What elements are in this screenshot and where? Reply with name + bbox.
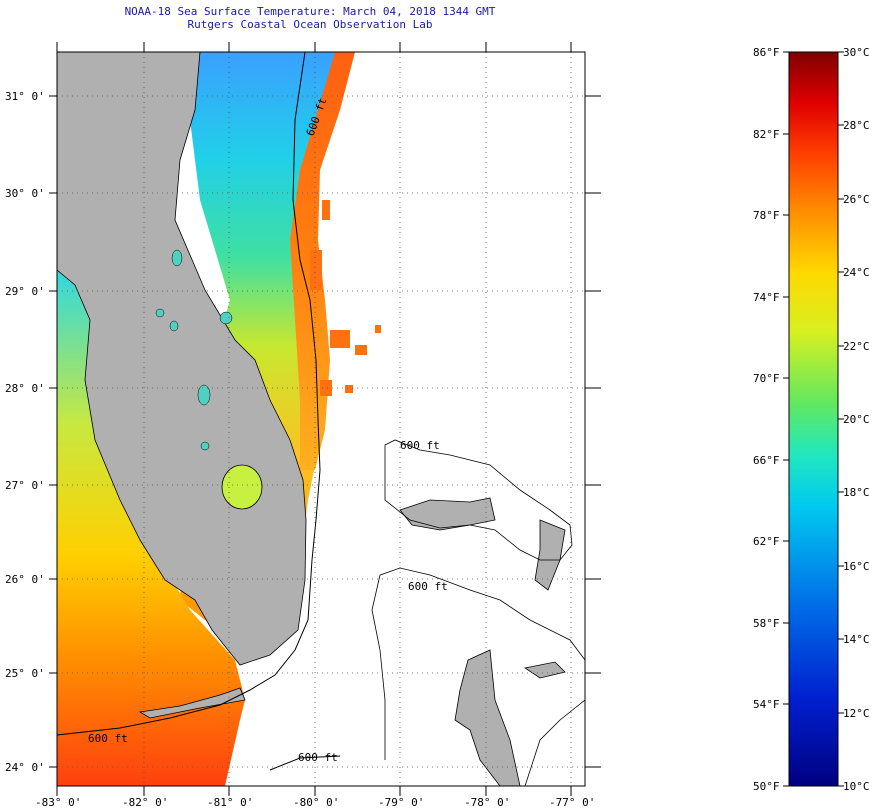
fahrenheit-labels: 86°F 82°F 78°F 74°F 70°F 66°F 62°F 58°F … [753, 46, 780, 793]
little-bahama-bank [384, 439, 573, 561]
lat-label: 28° 0' [5, 382, 45, 395]
lon-label: -81° 0' [207, 796, 253, 809]
lat-label: 26° 0' [5, 573, 45, 586]
map-panel: 600 ft 600 ft 600 ft 600 ft 600 ft [57, 52, 585, 786]
inland-lakes [155, 249, 233, 451]
fahrenheit-label: 66°F [753, 454, 780, 467]
gulf-sst-field [57, 270, 245, 786]
celsius-label: 10°C [843, 780, 870, 793]
map-frame [56, 51, 586, 787]
lat-label: 27° 0' [5, 479, 45, 492]
lat-label: 30° 0' [5, 187, 45, 200]
map-title: NOAA-18 Sea Surface Temperature: March 0… [124, 5, 496, 18]
celsius-label: 22°C [843, 340, 870, 353]
lon-label: -80° 0' [293, 796, 339, 809]
florida-land [57, 52, 307, 666]
celsius-label: 24°C [843, 266, 870, 279]
latitude-labels: 31° 0' 30° 0' 29° 0' 28° 0' 27° 0' 26° 0… [5, 90, 45, 774]
contour-label-2: 600 ft [408, 580, 448, 593]
contour-label-4: 600 ft [298, 751, 338, 764]
fahrenheit-label: 74°F [753, 291, 780, 304]
celsius-label: 18°C [843, 486, 870, 499]
andros-island [454, 649, 521, 786]
lat-label: 25° 0' [5, 667, 45, 680]
temperature-colorbar [788, 51, 839, 787]
celsius-label: 28°C [843, 119, 870, 132]
fahrenheit-label: 78°F [753, 209, 780, 222]
celsius-label: 12°C [843, 707, 870, 720]
celsius-label: 20°C [843, 413, 870, 426]
celsius-label: 16°C [843, 560, 870, 573]
lon-label: -78° 0' [464, 796, 510, 809]
berry-islands [523, 661, 566, 679]
lat-label: 29° 0' [5, 285, 45, 298]
contour-label-3: 600 ft [88, 732, 128, 745]
colorbar-ticks [783, 51, 844, 787]
lon-label: -77° 0' [549, 796, 595, 809]
fahrenheit-label: 82°F [753, 128, 780, 141]
fahrenheit-label: 54°F [753, 698, 780, 711]
fahrenheit-label: 50°F [753, 780, 780, 793]
lon-label: -83° 0' [35, 796, 81, 809]
contour-600ft-south [269, 755, 341, 771]
grand-bahama [399, 497, 496, 531]
contour-label-1: 600 ft [400, 439, 440, 452]
great-bahama-bank [371, 567, 585, 786]
longitude-labels: -83° 0' -82° 0' -81° 0' -80° 0' -79° 0' … [35, 796, 595, 809]
offshore-sst-pixels [310, 200, 381, 396]
lon-label: -79° 0' [378, 796, 424, 809]
fahrenheit-label: 70°F [753, 372, 780, 385]
fahrenheit-label: 62°F [753, 535, 780, 548]
graticule [57, 52, 585, 786]
lon-label: -82° 0' [122, 796, 168, 809]
celsius-label: 14°C [843, 633, 870, 646]
map-subtitle: Rutgers Coastal Ocean Observation Lab [187, 18, 433, 31]
fahrenheit-label: 86°F [753, 46, 780, 59]
gulf-stream-band [290, 52, 355, 470]
lake-okeechobee [221, 464, 263, 510]
axis-ticks [49, 42, 601, 796]
lat-label: 31° 0' [5, 90, 45, 103]
lat-label: 24° 0' [5, 761, 45, 774]
celsius-label: 30°C [843, 46, 870, 59]
celsius-label: 26°C [843, 193, 870, 206]
abaco-island [534, 519, 566, 591]
fahrenheit-label: 58°F [753, 617, 780, 630]
contour-600ft-florida [57, 52, 321, 736]
celsius-labels: 30°C 28°C 26°C 24°C 22°C 20°C 18°C 16°C … [843, 46, 870, 793]
